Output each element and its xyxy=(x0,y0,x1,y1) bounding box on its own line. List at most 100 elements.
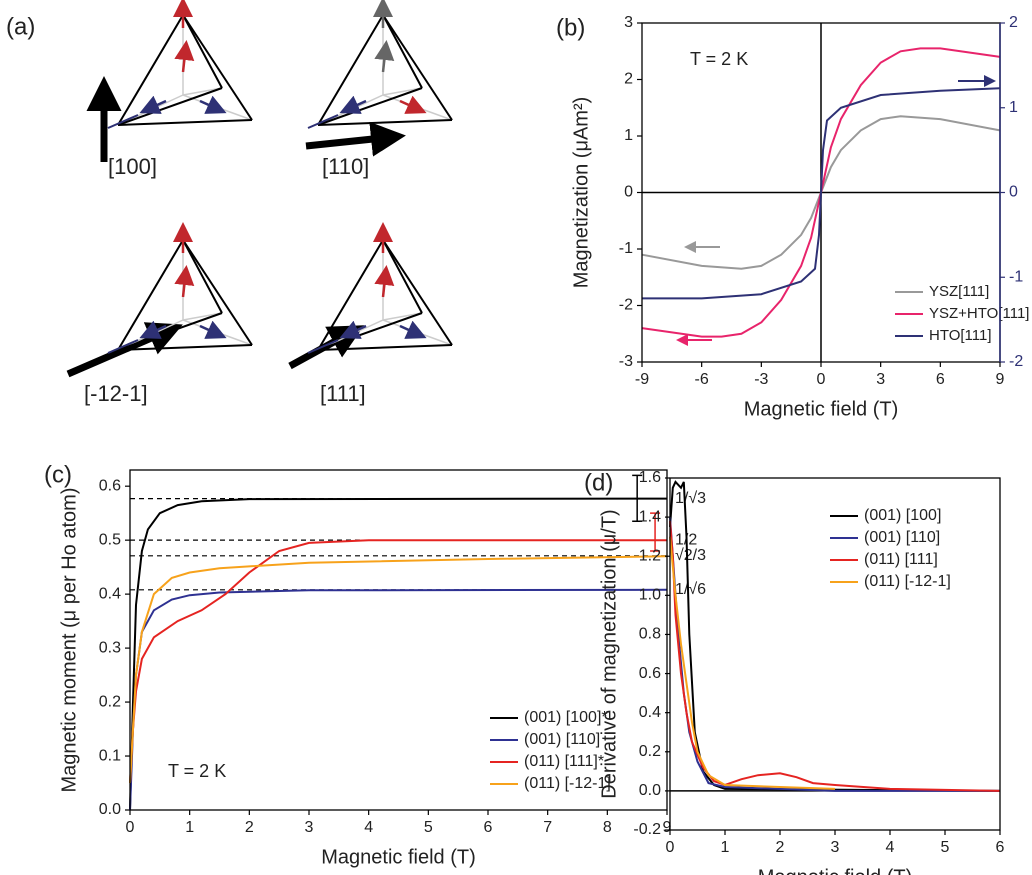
y-axis-label: Magnetization (μAm²) xyxy=(570,97,592,289)
spin xyxy=(174,265,195,298)
bond xyxy=(307,114,339,129)
reference-label: √2/3 xyxy=(675,547,706,564)
field-arrow xyxy=(305,121,406,157)
tetra-edge xyxy=(182,239,253,346)
x-tick-label: 0 xyxy=(666,839,675,856)
x-tick-label: 2 xyxy=(776,839,785,856)
tetra-edge xyxy=(182,239,223,314)
x-tick-label: 9 xyxy=(663,819,672,836)
x-tick-label: -6 xyxy=(695,371,709,388)
y-tick-label: 1.2 xyxy=(639,547,661,564)
plot-frame xyxy=(129,469,668,811)
spin xyxy=(199,95,227,114)
bond xyxy=(107,339,139,354)
data-line xyxy=(669,536,836,790)
tetra-inner xyxy=(182,312,223,321)
data-line xyxy=(129,555,668,784)
tetra-edge xyxy=(317,14,384,126)
x-tick-label: 1 xyxy=(721,839,730,856)
legend-label: (001) [110] xyxy=(864,529,940,546)
spin xyxy=(374,265,395,298)
y-axis-label: Derivative of magnetization (μ/T) xyxy=(598,509,620,798)
y-tick-label: 0.2 xyxy=(99,693,121,710)
tetra-edge xyxy=(182,14,253,121)
tetra-edge xyxy=(117,344,253,351)
spin xyxy=(174,40,195,73)
y-tick-label: 0.8 xyxy=(639,626,661,643)
y-tick-label: 0.1 xyxy=(99,747,121,764)
direction-label: [-12-1] xyxy=(84,381,148,406)
direction-label: [100] xyxy=(108,154,157,179)
tetra-inner xyxy=(182,87,223,96)
legend-label: YSZ[111] xyxy=(929,283,989,300)
tetra-edge xyxy=(117,312,223,351)
y-tick-label: 0.0 xyxy=(639,782,661,799)
legend-label: YSZ+HTO[111] xyxy=(929,305,1029,322)
x-tick-label: 0 xyxy=(817,371,826,388)
y-tick-label: 0.6 xyxy=(639,665,661,682)
y-tick-label: -0.2 xyxy=(633,821,661,838)
spin xyxy=(339,95,367,114)
legend-label: (001) [100]* xyxy=(524,709,608,726)
y-tick-label: -2 xyxy=(619,297,633,314)
y-tick-label: -3 xyxy=(619,353,633,370)
y-tick-label: 0.0 xyxy=(99,801,121,818)
x-tick-label: 4 xyxy=(364,819,373,836)
spin xyxy=(139,95,167,114)
tetra-edge xyxy=(117,239,184,351)
y-tick-label: -1 xyxy=(619,240,633,257)
legend-label: (011) [-12-1] xyxy=(524,775,611,792)
y-tick-label: 0.4 xyxy=(99,585,121,602)
y-tick-label: 1.4 xyxy=(639,508,661,525)
tetra-edge xyxy=(382,239,423,314)
legend-label: (011) [-12-1] xyxy=(864,573,951,590)
x-tick-label: 6 xyxy=(484,819,493,836)
x-axis-label: Magnetic field (T) xyxy=(321,846,476,868)
data-line xyxy=(129,497,668,811)
x-tick-label: 1 xyxy=(185,819,194,836)
x-tick-label: -3 xyxy=(754,371,768,388)
legend-label: HTO[111] xyxy=(929,327,992,344)
reference-label: 1/√6 xyxy=(675,581,706,598)
y-tick-label: 3 xyxy=(624,14,633,31)
y2-tick-label: 1 xyxy=(1009,99,1018,116)
tetra-edge xyxy=(117,119,253,126)
y2-tick-label: 0 xyxy=(1009,184,1018,201)
x-tick-label: 0 xyxy=(126,819,135,836)
spin xyxy=(399,320,427,339)
tetra-edge xyxy=(382,14,423,89)
legend-label: (011) [111]* xyxy=(524,753,604,770)
x-tick-label: 3 xyxy=(876,371,885,388)
tetra-edge xyxy=(317,87,423,126)
spin xyxy=(339,320,367,339)
panel-label: (a) xyxy=(6,13,35,40)
spin xyxy=(199,320,227,339)
x-tick-label: 3 xyxy=(831,839,840,856)
x-tick-label: 5 xyxy=(941,839,950,856)
plot-frame xyxy=(669,477,1001,831)
tetra-edge xyxy=(382,14,453,121)
x-axis-label: Magnetic field (T) xyxy=(744,398,899,420)
x-tick-label: 4 xyxy=(886,839,895,856)
bond xyxy=(107,114,139,129)
y-tick-label: 0.3 xyxy=(99,639,121,656)
tetra-inner xyxy=(382,87,423,96)
annotation: T = 2 K xyxy=(168,761,226,781)
error-bar xyxy=(650,512,661,552)
spin xyxy=(374,40,395,73)
y-tick-label: 1.6 xyxy=(639,469,661,486)
reference-label: 1/√3 xyxy=(675,490,706,507)
tetra-edge xyxy=(117,87,223,126)
spin xyxy=(139,320,167,339)
x-tick-label: 8 xyxy=(603,819,612,836)
tetra-edge xyxy=(382,239,453,346)
y-tick-label: 0.5 xyxy=(99,531,121,548)
y-tick-label: 0.4 xyxy=(639,704,661,721)
y2-tick-label: -1 xyxy=(1009,268,1023,285)
tetra-edge xyxy=(117,14,184,126)
x-tick-label: 5 xyxy=(424,819,433,836)
data-line xyxy=(642,87,1001,300)
y2-tick-label: -2 xyxy=(1009,353,1023,370)
tetra-edge xyxy=(317,119,453,126)
